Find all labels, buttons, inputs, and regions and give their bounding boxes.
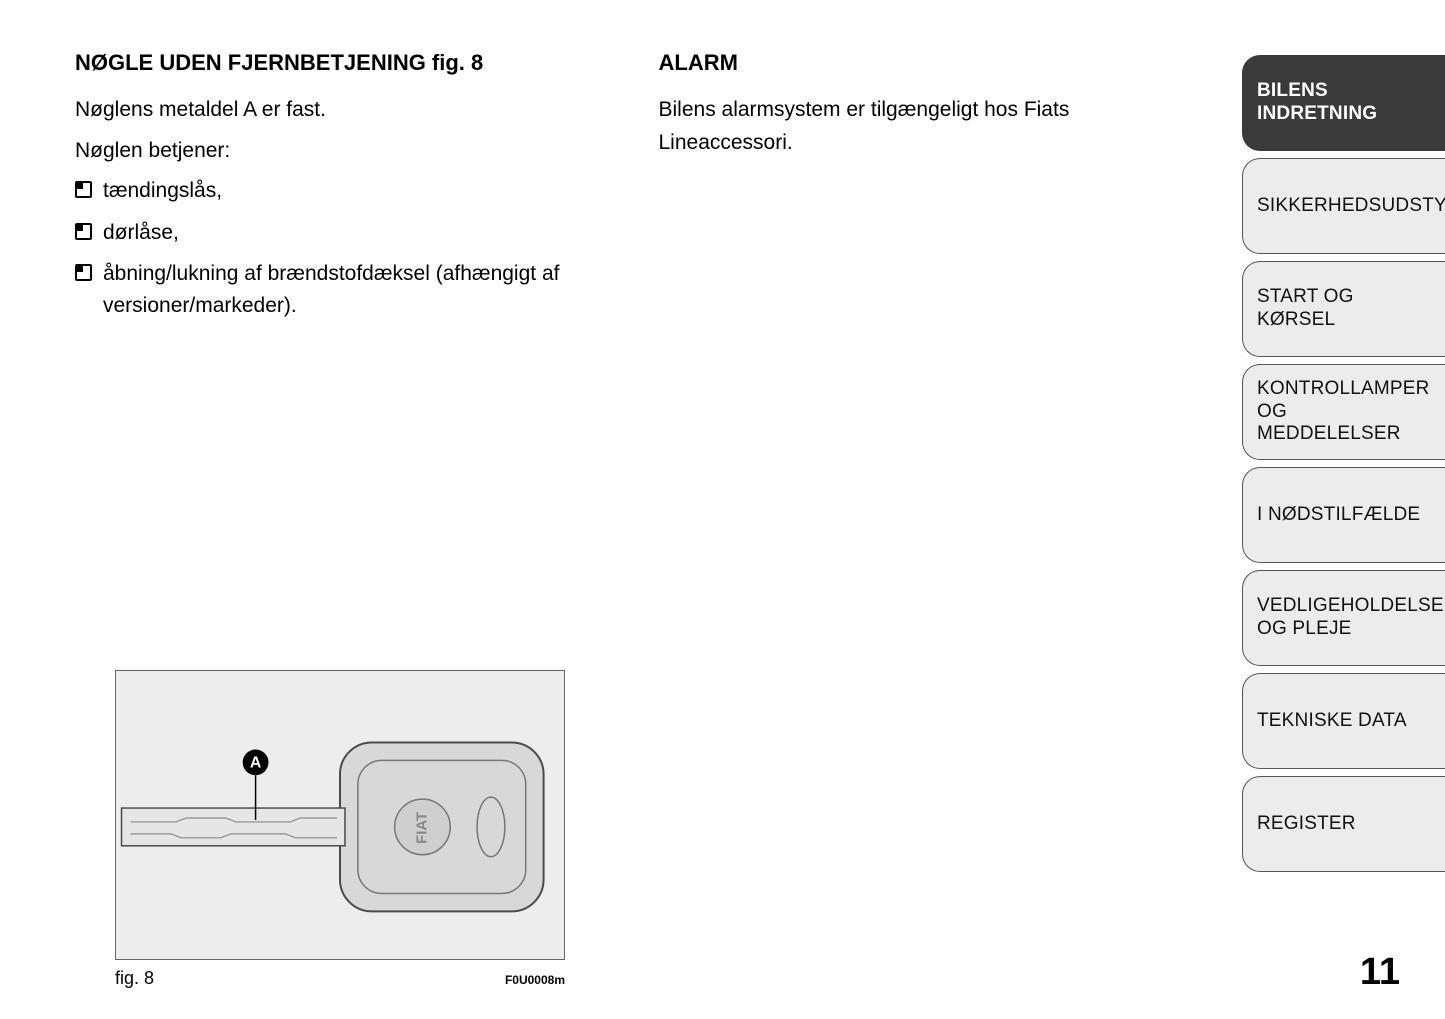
bullet-item: åbning/lukning af brændstofdæksel (afhæn… [75, 258, 619, 321]
left-section-title: NØGLE UDEN FJERNBETJENING fig. 8 [75, 50, 619, 76]
bullet-item: tændingslås, [75, 175, 619, 207]
tab-register[interactable]: REGISTER [1242, 776, 1445, 872]
tab-label: KONTROLLAMPER OG MEDDELELSER [1257, 378, 1435, 446]
key-logo-text: FIAT [414, 812, 430, 844]
tab-label: BILENS INDRETNING [1257, 80, 1435, 126]
tab-label: SIKKERHEDSUDSTYR [1257, 195, 1445, 218]
callout-label: A [250, 754, 262, 771]
tab-bilens-indretning[interactable]: BILENS INDRETNING [1242, 55, 1445, 151]
tab-kontrollamper[interactable]: KONTROLLAMPER OG MEDDELELSER [1242, 364, 1445, 460]
page: NØGLE UDEN FJERNBETJENING fig. 8 Nøglens… [0, 0, 1445, 1019]
tab-label: I NØDSTILFÆLDE [1257, 504, 1420, 527]
tab-sikkerhedsudstyr[interactable]: SIKKERHEDSUDSTYR [1242, 158, 1445, 254]
tab-label: START OG KØRSEL [1257, 286, 1435, 332]
page-number: 11 [1360, 951, 1400, 994]
right-column: ALARM Bilens alarmsystem er tilgængeligt… [659, 50, 1203, 989]
figure-caption-row: fig. 8 F0U0008m [115, 968, 565, 989]
tab-start-og-korsel[interactable]: START OG KØRSEL [1242, 261, 1445, 357]
left-paragraph-1: Nøglens metaldel A er fast. [75, 94, 619, 127]
bullet-text: åbning/lukning af brændstofdæksel (afhæn… [103, 262, 559, 317]
tab-tekniske-data[interactable]: TEKNISKE DATA [1242, 673, 1445, 769]
key-illustration: FIAT A [116, 671, 564, 959]
content-area: NØGLE UDEN FJERNBETJENING fig. 8 Nøglens… [0, 0, 1242, 1019]
figure-label: fig. 8 [115, 968, 154, 989]
tab-label: REGISTER [1257, 813, 1356, 836]
bullet-text: tændingslås, [103, 179, 222, 202]
figure-block: FIAT A [115, 670, 565, 989]
sidebar-tabs: BILENS INDRETNING SIKKERHEDSUDSTYR START… [1242, 0, 1445, 1019]
tab-vedligeholdelse[interactable]: VEDLIGEHOLDELSE OG PLEJE [1242, 570, 1445, 666]
figure-code: F0U0008m [505, 973, 565, 987]
figure-frame: FIAT A [115, 670, 565, 960]
tab-nodstilfaelde[interactable]: I NØDSTILFÆLDE [1242, 467, 1445, 563]
tab-label: VEDLIGEHOLDELSE OG PLEJE [1257, 595, 1444, 641]
bullet-item: dørlåse, [75, 217, 619, 249]
tab-label: TEKNISKE DATA [1257, 710, 1407, 733]
right-paragraph-1: Bilens alarmsystem er tilgængeligt hos F… [659, 94, 1203, 159]
bullet-text: dørlåse, [103, 221, 179, 244]
right-section-title: ALARM [659, 50, 1203, 76]
left-paragraph-2: Nøglen betjener: [75, 135, 619, 168]
left-column: NØGLE UDEN FJERNBETJENING fig. 8 Nøglens… [75, 50, 619, 989]
bullet-list: tændingslås, dørlåse, åbning/lukning af … [75, 175, 619, 331]
